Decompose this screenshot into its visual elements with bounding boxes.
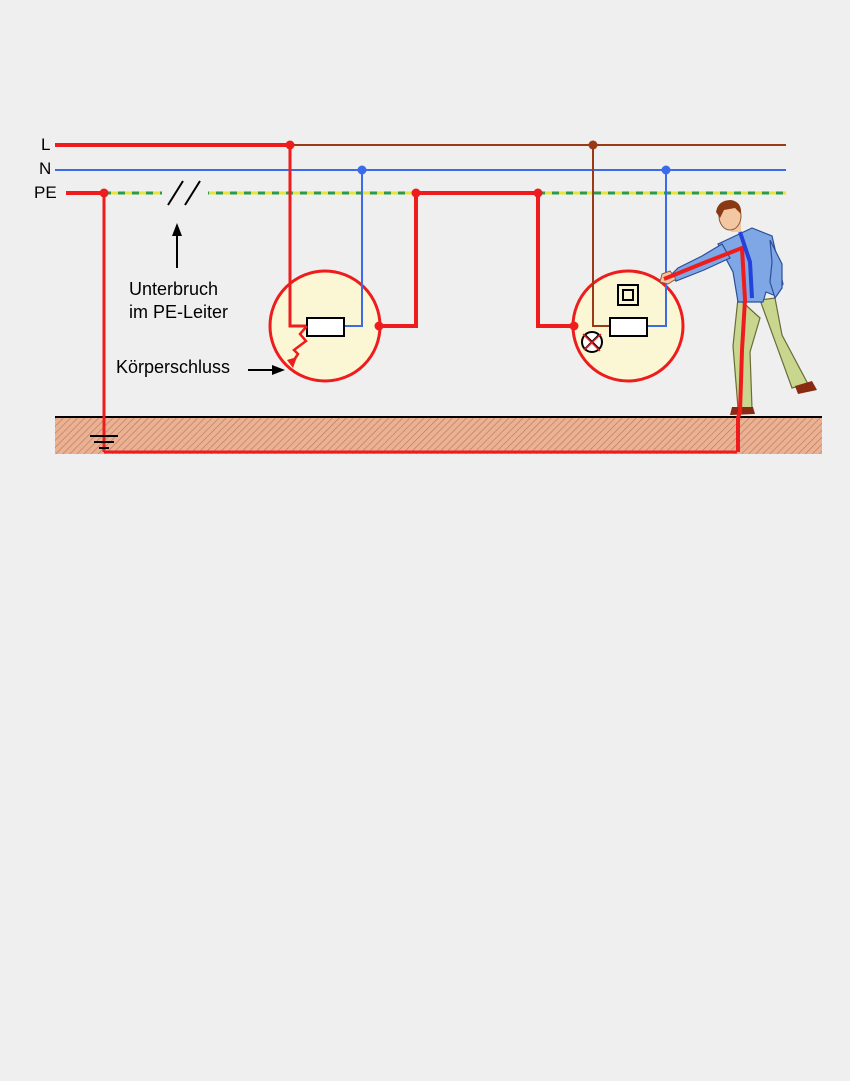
break-slash-1 [167,180,184,206]
label-L: L [41,135,50,154]
device2-heating-element [609,317,648,337]
break-label-line2: im PE-Leiter [129,302,228,322]
ground-area [55,417,822,454]
break-arrow-head [172,223,182,236]
pe-break-gap [162,186,208,200]
device2-neutral-lead [647,170,667,327]
label-N: N [39,159,51,178]
double-insulation-icon [617,284,639,306]
device1-pe-lead [379,193,418,328]
person-figure [659,200,817,452]
device1-line-lead [288,145,307,328]
body-fault-arrow-head [272,365,285,375]
break-slash-2 [184,180,201,206]
device2-pe-lead [536,193,574,328]
ground-symbol-icon [90,435,118,449]
junction-dots [99,140,671,331]
device1-neutral-lead [344,170,363,327]
device2-line-lead [592,145,610,327]
device1-heating-element [306,317,345,337]
body-fault-label: Körperschluss [116,357,230,377]
lamp-icon [581,331,603,353]
fault-spark-arrowhead [287,357,297,368]
label-PE: PE [34,183,57,202]
break-label-line1: Unterbruch [129,279,218,299]
fault-spark-icon [290,325,308,364]
